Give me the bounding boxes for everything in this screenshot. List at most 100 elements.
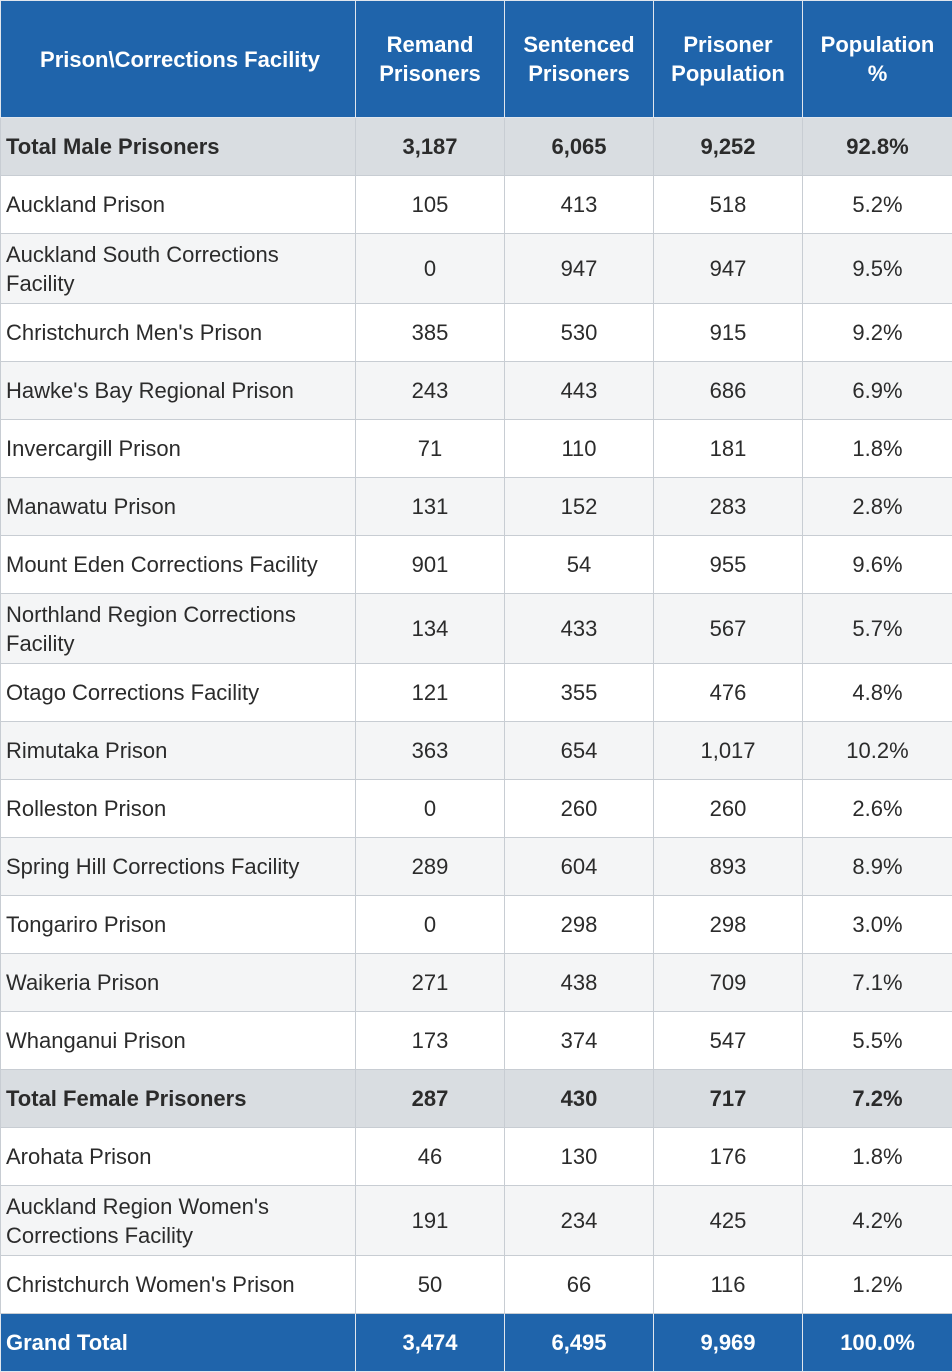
cell-percent: 2.6% [803,780,952,838]
cell-population: 1,017 [654,722,803,780]
cell-population: 476 [654,664,803,722]
cell-sentenced: 298 [505,896,654,954]
cell-percent: 4.2% [803,1186,952,1256]
cell-sentenced: 54 [505,536,654,594]
cell-facility: Auckland South Corrections Facility [1,234,356,304]
cell-facility: Otago Corrections Facility [1,664,356,722]
cell-percent: 9.2% [803,304,952,362]
cell-sentenced: 654 [505,722,654,780]
cell-remand: 901 [356,536,505,594]
cell-sentenced: 130 [505,1128,654,1186]
cell-remand: 50 [356,1256,505,1314]
cell-remand: 0 [356,234,505,304]
cell-population: 283 [654,478,803,536]
cell-population: 893 [654,838,803,896]
cell-population: 181 [654,420,803,478]
cell-facility: Manawatu Prison [1,478,356,536]
cell-remand: 105 [356,176,505,234]
cell-population: 176 [654,1128,803,1186]
cell-percent: 8.9% [803,838,952,896]
cell-remand: 3,474 [356,1314,505,1372]
cell-remand: 131 [356,478,505,536]
cell-facility: Grand Total [1,1314,356,1372]
cell-sentenced: 947 [505,234,654,304]
cell-population: 915 [654,304,803,362]
cell-remand: 243 [356,362,505,420]
cell-remand: 71 [356,420,505,478]
cell-percent: 7.1% [803,954,952,1012]
cell-facility: Mount Eden Corrections Facility [1,536,356,594]
cell-population: 518 [654,176,803,234]
cell-remand: 3,187 [356,118,505,176]
cell-sentenced: 443 [505,362,654,420]
header-population: Prisoner Population [654,1,803,118]
cell-facility: Hawke's Bay Regional Prison [1,362,356,420]
cell-sentenced: 152 [505,478,654,536]
cell-sentenced: 433 [505,594,654,664]
cell-population: 9,969 [654,1314,803,1372]
cell-remand: 271 [356,954,505,1012]
cell-sentenced: 234 [505,1186,654,1256]
cell-remand: 363 [356,722,505,780]
cell-facility: Rimutaka Prison [1,722,356,780]
cell-population: 425 [654,1186,803,1256]
cell-remand: 191 [356,1186,505,1256]
cell-facility: Christchurch Men's Prison [1,304,356,362]
cell-facility: Total Female Prisoners [1,1070,356,1128]
cell-remand: 0 [356,896,505,954]
cell-population: 717 [654,1070,803,1128]
cell-population: 955 [654,536,803,594]
cell-population: 260 [654,780,803,838]
cell-sentenced: 355 [505,664,654,722]
cell-remand: 46 [356,1128,505,1186]
cell-percent: 2.8% [803,478,952,536]
cell-facility: Auckland Region Women's Corrections Faci… [1,1186,356,1256]
cell-population: 9,252 [654,118,803,176]
cell-remand: 287 [356,1070,505,1128]
cell-sentenced: 6,495 [505,1314,654,1372]
cell-percent: 100.0% [803,1314,952,1372]
header-percent: Population % [803,1,952,118]
cell-facility: Tongariro Prison [1,896,356,954]
cell-population: 709 [654,954,803,1012]
cell-sentenced: 604 [505,838,654,896]
cell-sentenced: 6,065 [505,118,654,176]
cell-percent: 92.8% [803,118,952,176]
cell-sentenced: 110 [505,420,654,478]
cell-remand: 121 [356,664,505,722]
cell-facility: Christchurch Women's Prison [1,1256,356,1314]
cell-remand: 173 [356,1012,505,1070]
cell-sentenced: 438 [505,954,654,1012]
cell-facility: Waikeria Prison [1,954,356,1012]
cell-percent: 3.0% [803,896,952,954]
cell-population: 567 [654,594,803,664]
cell-facility: Spring Hill Corrections Facility [1,838,356,896]
cell-facility: Auckland Prison [1,176,356,234]
cell-sentenced: 413 [505,176,654,234]
cell-percent: 10.2% [803,722,952,780]
cell-sentenced: 260 [505,780,654,838]
cell-remand: 134 [356,594,505,664]
cell-percent: 5.7% [803,594,952,664]
cell-percent: 5.5% [803,1012,952,1070]
cell-sentenced: 66 [505,1256,654,1314]
cell-sentenced: 430 [505,1070,654,1128]
header-remand: Remand Prisoners [356,1,505,118]
cell-percent: 9.5% [803,234,952,304]
cell-facility: Rolleston Prison [1,780,356,838]
cell-remand: 0 [356,780,505,838]
header-row: Prison\Corrections Facility Remand Priso… [1,1,952,118]
cell-facility: Northland Region Corrections Facility [1,594,356,664]
